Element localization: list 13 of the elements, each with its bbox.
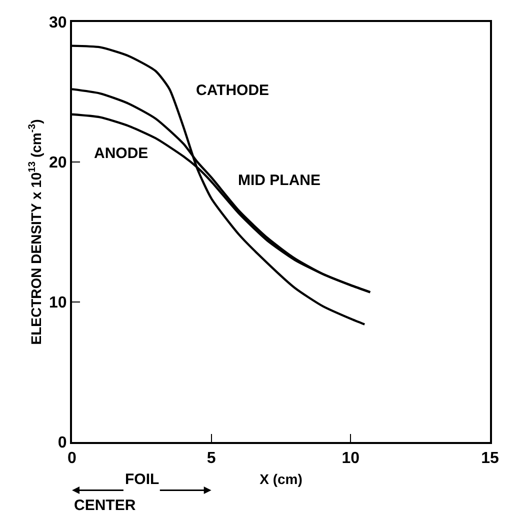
y-tick-label: 20: [49, 154, 67, 172]
series-label: ANODE: [94, 145, 148, 162]
y-tick-label: 10: [49, 294, 67, 312]
series-label: MID PLANE: [238, 172, 320, 189]
text: CENTER: [74, 497, 136, 514]
x-tick-label: 15: [481, 450, 499, 468]
series-label: CATHODE: [196, 82, 270, 99]
x-tick-label: 10: [342, 450, 360, 468]
y-tick-label: 30: [49, 14, 67, 32]
text: FOIL: [125, 471, 160, 488]
y-tick-label: 0: [58, 434, 67, 452]
x-tick-label: 5: [206, 450, 216, 468]
x-axis-title: X (cm): [260, 471, 302, 487]
